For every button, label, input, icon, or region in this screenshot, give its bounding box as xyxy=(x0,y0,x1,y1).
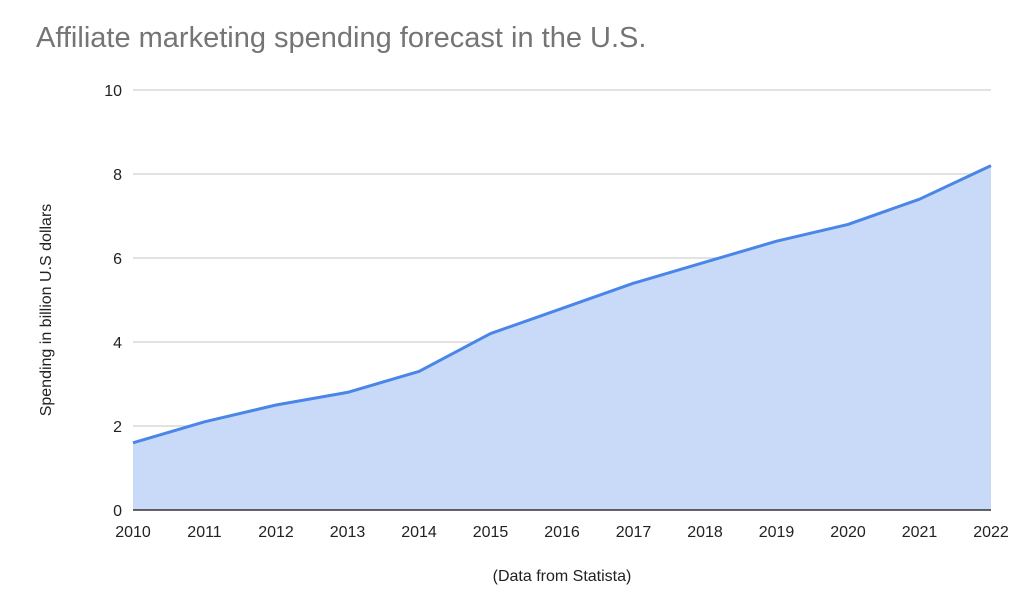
y-tick-label: 2 xyxy=(113,419,122,436)
area-fill xyxy=(133,165,991,510)
x-tick-label: 2010 xyxy=(115,524,151,541)
x-tick-label: 2017 xyxy=(616,524,652,541)
y-tick-label: 10 xyxy=(104,83,122,100)
x-tick-label: 2021 xyxy=(902,524,938,541)
x-tick-label: 2013 xyxy=(330,524,366,541)
x-tick-label: 2015 xyxy=(473,524,509,541)
y-tick-label: 0 xyxy=(113,503,122,520)
y-tick-label: 4 xyxy=(113,335,122,352)
series-area xyxy=(132,164,992,511)
x-tick-label: 2018 xyxy=(687,524,723,541)
x-tick-label: 2016 xyxy=(544,524,580,541)
x-tick-label: 2012 xyxy=(258,524,294,541)
chart-footnote: (Data from Statista) xyxy=(492,568,632,585)
y-tick-labels: 0 2 4 6 8 10 xyxy=(104,83,122,520)
y-tick-label: 6 xyxy=(113,251,122,268)
chart-title: Affiliate marketing spending forecast in… xyxy=(36,22,647,54)
x-tick-label: 2011 xyxy=(187,524,222,541)
x-tick-label: 2014 xyxy=(401,524,437,541)
x-tick-label: 2019 xyxy=(759,524,795,541)
x-tick-label: 2020 xyxy=(830,524,866,541)
y-tick-label: 8 xyxy=(113,167,122,184)
x-tick-label: 2022 xyxy=(973,524,1009,541)
x-tick-labels: 2010 2011 2012 2013 2014 2015 2016 2017 2018 2019… xyxy=(115,524,1009,541)
